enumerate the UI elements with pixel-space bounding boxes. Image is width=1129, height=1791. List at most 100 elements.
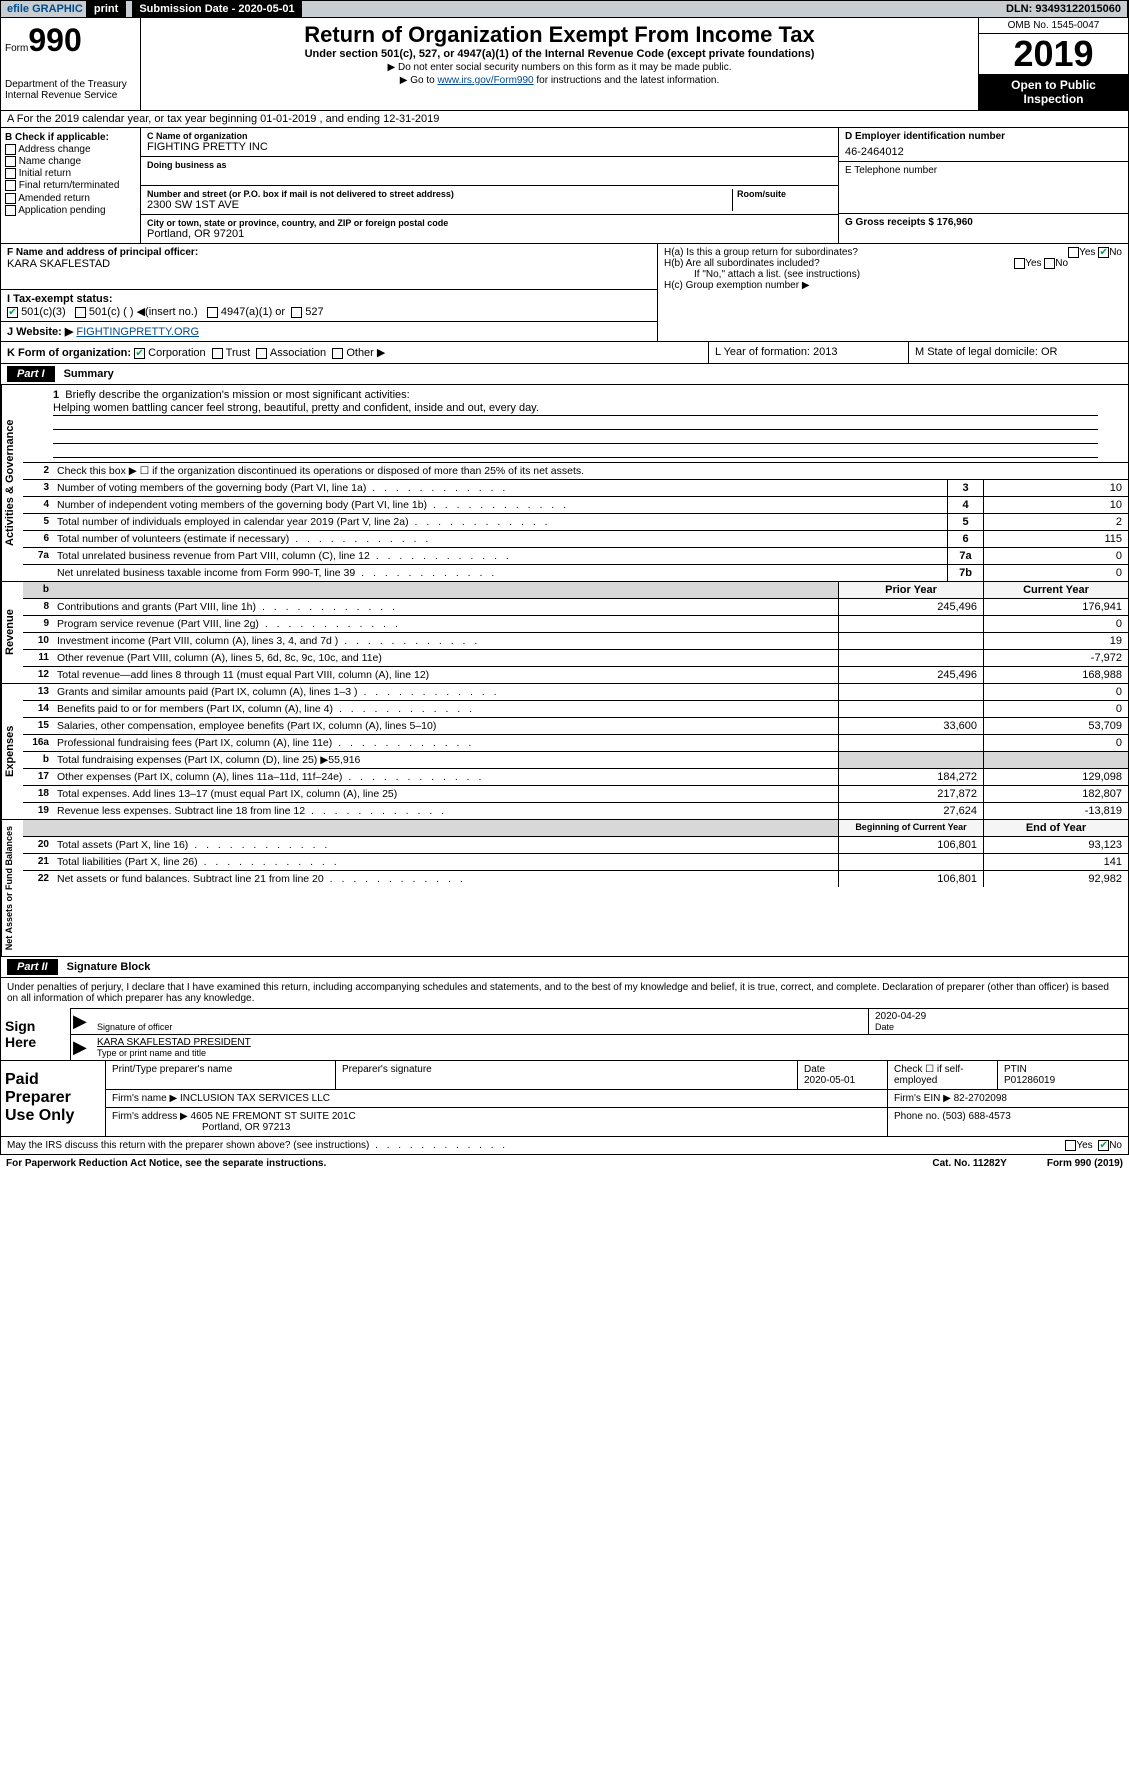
dba-label: Doing business as	[147, 160, 832, 170]
row-a-tax-year: A For the 2019 calendar year, or tax yea…	[0, 111, 1129, 128]
l13-prior	[838, 684, 983, 700]
l15-prior: 33,600	[838, 718, 983, 734]
year-formation: L Year of formation: 2013	[708, 342, 908, 363]
l19-curr: -13,819	[983, 803, 1128, 819]
city-label: City or town, state or province, country…	[147, 218, 832, 228]
l16a-prior	[838, 735, 983, 751]
chk-hb-no[interactable]	[1044, 258, 1055, 269]
chk-hb-yes[interactable]	[1014, 258, 1025, 269]
chk-initial-return[interactable]	[5, 168, 16, 179]
l17-text: Other expenses (Part IX, column (A), lin…	[53, 769, 838, 785]
l18-curr: 182,807	[983, 786, 1128, 802]
l13-text: Grants and similar amounts paid (Part IX…	[53, 684, 838, 700]
website-label: J Website: ▶	[7, 326, 73, 338]
chk-corp[interactable]	[134, 348, 145, 359]
lbl-amended: Amended return	[18, 193, 90, 204]
l15-curr: 53,709	[983, 718, 1128, 734]
l16a-curr: 0	[983, 735, 1128, 751]
efile-link[interactable]: efile GRAPHIC	[7, 3, 83, 15]
chk-ha-no[interactable]	[1098, 247, 1109, 258]
org-name: FIGHTING PRETTY INC	[147, 141, 832, 153]
chk-4947[interactable]	[207, 307, 218, 318]
l12-curr: 168,988	[983, 667, 1128, 683]
chk-discuss-no[interactable]	[1098, 1140, 1109, 1151]
firm-addr-2: Portland, OR 97213	[202, 1122, 290, 1133]
l21-end: 141	[983, 854, 1128, 870]
l22-begin: 106,801	[838, 871, 983, 887]
section-fgh: F Name and address of principal officer:…	[0, 244, 1129, 342]
l5-text: Total number of individuals employed in …	[53, 514, 947, 530]
l2-text: Check this box ▶ ☐ if the organization d…	[53, 463, 1128, 479]
chk-527[interactable]	[291, 307, 302, 318]
chk-ha-yes[interactable]	[1068, 247, 1079, 258]
l11-text: Other revenue (Part VIII, column (A), li…	[53, 650, 838, 666]
chk-trust[interactable]	[212, 348, 223, 359]
l10-prior	[838, 633, 983, 649]
chk-501c[interactable]	[75, 307, 86, 318]
form-label: Form	[5, 43, 28, 54]
lbl-address-change: Address change	[18, 144, 90, 155]
l22-end: 92,982	[983, 871, 1128, 887]
current-year-hdr: Current Year	[983, 582, 1128, 598]
lbl-discuss-no: No	[1109, 1140, 1122, 1151]
ptin-hdr: PTIN	[1004, 1064, 1027, 1075]
chk-address-change[interactable]	[5, 144, 16, 155]
firm-ein-label: Firm's EIN ▶	[894, 1093, 951, 1104]
chk-discuss-yes[interactable]	[1065, 1140, 1076, 1151]
signature-section: Under penalties of perjury, I declare th…	[0, 978, 1129, 1137]
part2-header: Part II	[7, 959, 58, 975]
officer-name-title: KARA SKAFLESTAD PRESIDENT	[97, 1037, 1122, 1048]
print-button[interactable]: print	[86, 0, 126, 18]
chk-501c3[interactable]	[7, 307, 18, 318]
l18-text: Total expenses. Add lines 13–17 (must eq…	[53, 786, 838, 802]
l1-text: Briefly describe the organization's miss…	[65, 389, 409, 401]
lbl-corp: Corporation	[148, 347, 205, 359]
chk-final-return[interactable]	[5, 180, 16, 191]
box-b-label: B Check if applicable:	[5, 132, 136, 143]
irs-link[interactable]: www.irs.gov/Form990	[437, 75, 533, 86]
chk-amended[interactable]	[5, 193, 16, 204]
gross-receipts: G Gross receipts $ 176,960	[845, 217, 1122, 228]
lbl-501c: 501(c) ( ) ◀(insert no.)	[89, 306, 198, 318]
l19-text: Revenue less expenses. Subtract line 18 …	[53, 803, 838, 819]
tax-exempt-label: I Tax-exempt status:	[7, 293, 113, 305]
prep-date-val: 2020-05-01	[804, 1075, 855, 1086]
side-expenses: Expenses	[1, 684, 23, 819]
lbl-527: 527	[305, 306, 323, 318]
l14-text: Benefits paid to or for members (Part IX…	[53, 701, 838, 717]
form-header: Form990 Department of the Treasury Inter…	[0, 18, 1129, 111]
l12-text: Total revenue—add lines 8 through 11 (mu…	[53, 667, 838, 683]
street-address: 2300 SW 1ST AVE	[147, 199, 732, 211]
lbl-no2: No	[1055, 258, 1068, 269]
prep-date-hdr: Date	[804, 1064, 825, 1075]
revenue-section: Revenue bPrior YearCurrent Year 8Contrib…	[0, 582, 1129, 684]
principal-officer-label: F Name and address of principal officer:	[7, 247, 651, 258]
lbl-discuss-yes: Yes	[1076, 1140, 1092, 1151]
arrow-icon-2: ▶	[71, 1035, 91, 1060]
paid-preparer-label: Paid Preparer Use Only	[1, 1061, 106, 1136]
l7b-val: 0	[983, 565, 1128, 581]
sig-date-val: 2020-04-29	[875, 1011, 1122, 1022]
org-name-label: C Name of organization	[147, 131, 832, 141]
chk-name-change[interactable]	[5, 156, 16, 167]
chk-other[interactable]	[332, 348, 343, 359]
addr-label: Number and street (or P.O. box if mail i…	[147, 189, 732, 199]
room-label: Room/suite	[737, 189, 832, 199]
website-link[interactable]: FIGHTINGPRETTY.ORG	[76, 326, 199, 338]
l20-end: 93,123	[983, 837, 1128, 853]
chk-app-pending[interactable]	[5, 205, 16, 216]
chk-assoc[interactable]	[256, 348, 267, 359]
firm-name-label: Firm's name ▶	[112, 1093, 177, 1104]
telephone-label: E Telephone number	[845, 165, 1122, 176]
dln: DLN: 93493122015060	[1000, 1, 1128, 17]
l7b-text: Net unrelated business taxable income fr…	[53, 565, 947, 581]
firm-addr-label: Firm's address ▶	[112, 1111, 188, 1122]
l18-prior: 217,872	[838, 786, 983, 802]
l7a-val: 0	[983, 548, 1128, 564]
l21-text: Total liabilities (Part X, line 26)	[53, 854, 838, 870]
lbl-no: No	[1109, 247, 1122, 258]
hc-label: H(c) Group exemption number ▶	[664, 280, 1122, 291]
lbl-yes2: Yes	[1025, 258, 1041, 269]
l10-text: Investment income (Part VIII, column (A)…	[53, 633, 838, 649]
prep-selfemp: Check ☐ if self-employed	[888, 1061, 998, 1089]
